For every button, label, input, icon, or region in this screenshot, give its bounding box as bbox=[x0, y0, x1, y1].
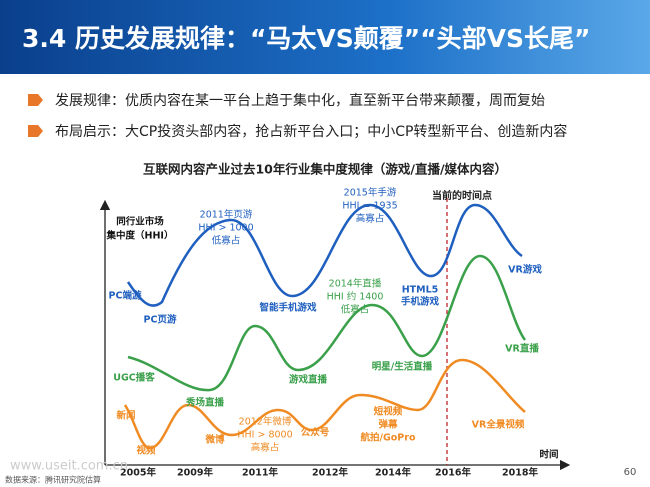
games-label: VR游戏 bbox=[508, 264, 542, 276]
x-axis-label: 时间 bbox=[539, 449, 558, 461]
diagram-title: 互联网内容产业过去10年行业集中度规律（游戏/直播/媒体内容） bbox=[143, 162, 507, 177]
bullet: 布局启示：大CP投资头部内容，抢占新平台入口；中小CP转型新平台、创造新内容 bbox=[55, 123, 567, 140]
year: 2011年 bbox=[242, 467, 278, 479]
live-label: 游戏直播 bbox=[289, 374, 328, 386]
live-note: HHI 约 1400 bbox=[327, 291, 384, 303]
games-label: 智能手机游戏 bbox=[259, 302, 317, 314]
bullet: 发展规律：优质内容在某一平台上趋于集中化，直至新平台带来颠覆，周而复始 bbox=[55, 92, 545, 109]
live-label: VR直播 bbox=[505, 343, 539, 355]
year: 2005年 bbox=[120, 467, 156, 479]
media-label: 视频 bbox=[136, 445, 156, 457]
current-label: 当前的时间点 bbox=[432, 189, 492, 202]
y-axis-label: 集中度（HHI） bbox=[106, 230, 174, 242]
media-label: 新闻 bbox=[116, 410, 135, 422]
media-label: 微博 bbox=[204, 434, 225, 446]
games-note: 2011年页游 bbox=[200, 209, 253, 221]
live-note: 2014年直播 bbox=[329, 278, 382, 290]
notes: 2011年页游 HHI > 1000 低寡占 2015年手游 HHI = 193… bbox=[198, 187, 439, 454]
year: 2016年 bbox=[435, 467, 471, 479]
year: 2009年 bbox=[177, 467, 213, 479]
live-label: 明星/生活直播 bbox=[372, 361, 433, 373]
year: 2018年 bbox=[502, 467, 538, 479]
media-note: 高寡占 bbox=[251, 442, 280, 454]
games-note: HTML5 bbox=[402, 285, 439, 296]
games-note: HHI = 1935 bbox=[342, 201, 397, 212]
games-note: HHI > 1000 bbox=[198, 223, 253, 234]
games-note: 低寡占 bbox=[212, 235, 241, 247]
media-note: 航拍/GoPro bbox=[361, 432, 416, 444]
games-curve bbox=[126, 203, 523, 307]
media-note: 弹幕 bbox=[378, 419, 398, 431]
source: 数据来源：腾讯研究院估算 bbox=[5, 475, 101, 485]
bullet-icon bbox=[28, 94, 43, 106]
title: 3.4 历史发展规律：“马太VS颠覆”“头部VS长尾” bbox=[22, 24, 590, 53]
live-label: 秀场直播 bbox=[185, 397, 225, 409]
media-label: VR全景视频 bbox=[472, 419, 525, 431]
year: 2014年 bbox=[375, 467, 411, 479]
live-curve bbox=[127, 254, 527, 392]
bullet-icon bbox=[28, 125, 43, 137]
games-note: 高寡占 bbox=[356, 213, 385, 225]
y-axis-label: 同行业市场 bbox=[116, 216, 164, 228]
media-note: 短视频 bbox=[374, 406, 403, 418]
games-note: 2015年手游 bbox=[344, 187, 397, 199]
year: 2012年 bbox=[312, 467, 348, 479]
header-band bbox=[0, 0, 650, 74]
live-label: UGC播客 bbox=[113, 372, 155, 384]
media-label: 公众号 bbox=[301, 427, 330, 439]
media-curve bbox=[123, 358, 526, 450]
watermark: www.useit.com.cn bbox=[10, 459, 128, 474]
media-note: 2012年微博 bbox=[239, 416, 292, 428]
games-label: PC页游 bbox=[144, 314, 177, 326]
media-note: HHI > 8000 bbox=[237, 430, 292, 441]
games-note: 手机游戏 bbox=[401, 296, 440, 308]
labels: 同行业市场 集中度（HHI） 时间 2005年 2009年 2011年 2012… bbox=[106, 216, 559, 479]
page-number: 60 bbox=[624, 467, 637, 478]
live-note: 低寡占 bbox=[341, 304, 370, 316]
games-label: PC端游 bbox=[109, 290, 142, 302]
